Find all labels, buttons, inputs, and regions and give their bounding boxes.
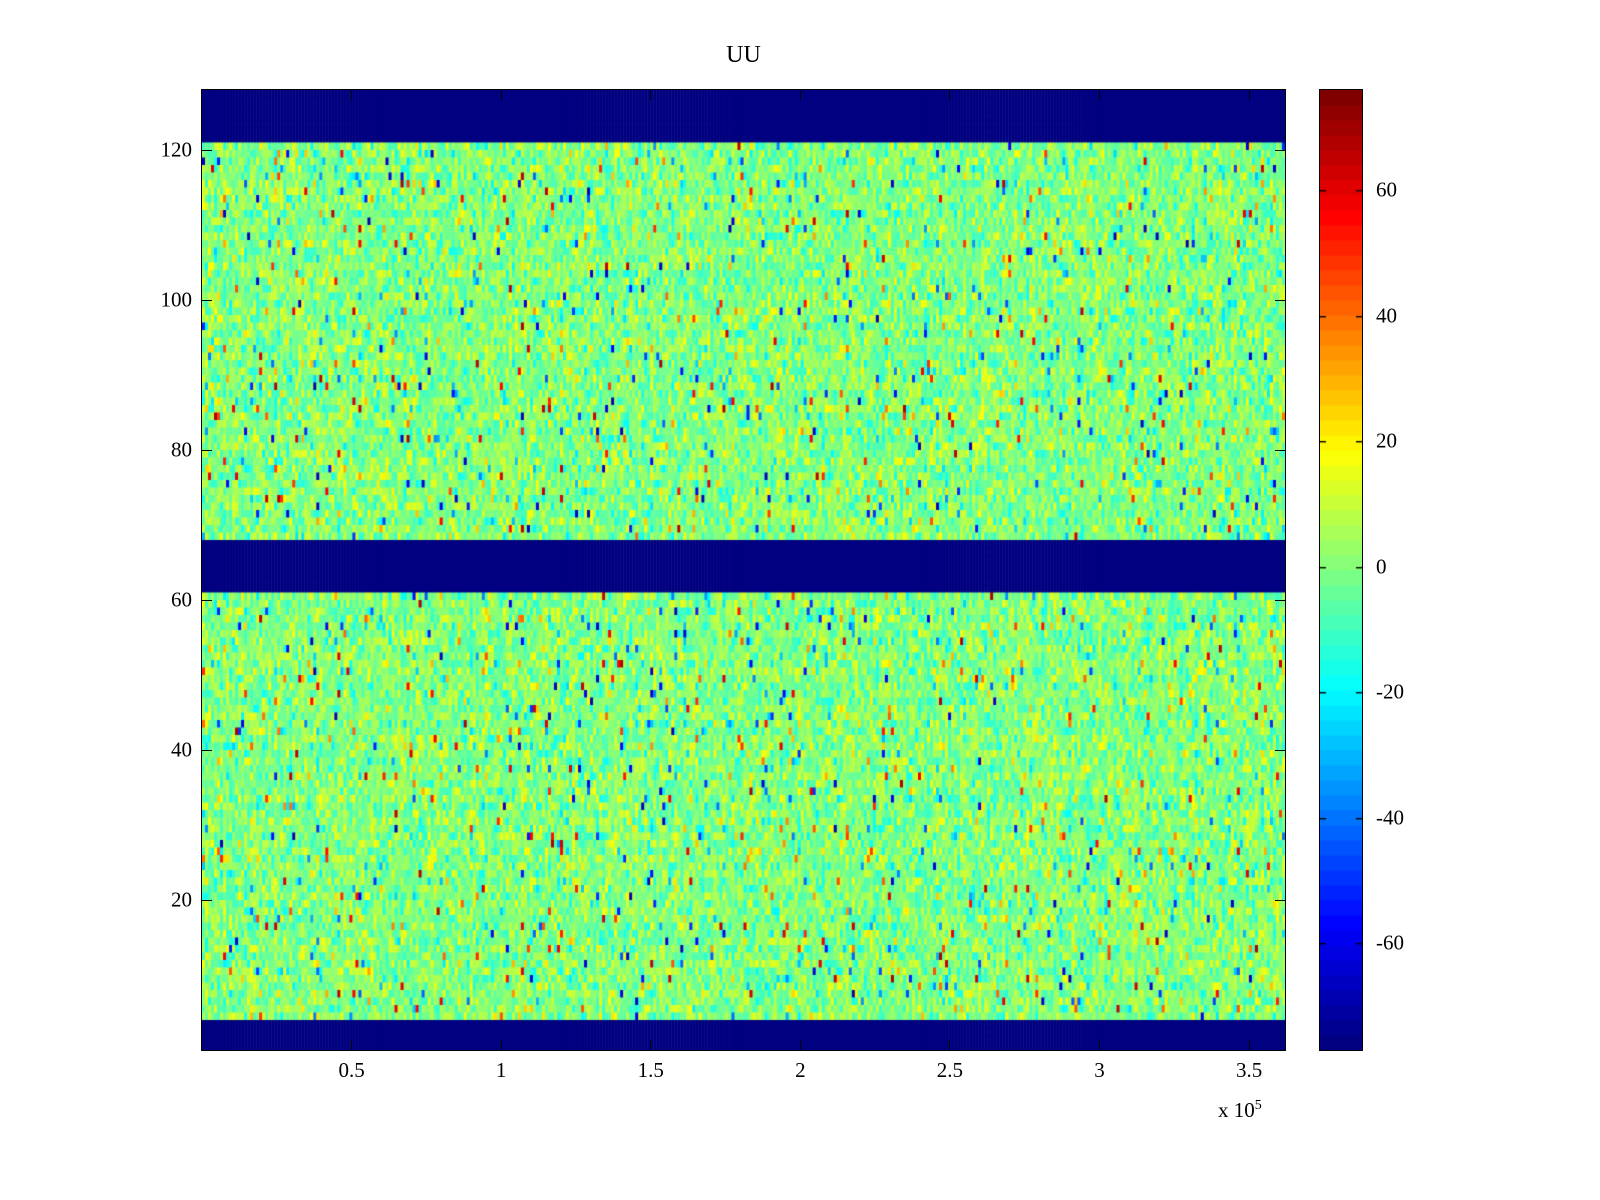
colorbar-tick-label: -40 bbox=[1376, 805, 1404, 830]
y-axis-tick bbox=[202, 149, 212, 151]
x-axis-tick bbox=[1248, 1040, 1250, 1050]
x-axis-tick-label: 2.5 bbox=[936, 1058, 964, 1082]
x-axis-tick-label: 0.5 bbox=[338, 1058, 365, 1082]
x-axis-tick bbox=[1099, 1040, 1100, 1050]
colorbar-tick-label: -20 bbox=[1376, 679, 1404, 704]
y-axis-tick bbox=[202, 899, 212, 901]
y-axis-tick-right bbox=[1275, 899, 1285, 901]
x-axis-tick-top bbox=[1248, 90, 1250, 100]
x-axis-tick-top bbox=[1099, 90, 1100, 100]
y-axis-tick bbox=[202, 299, 212, 301]
exponent-power: 5 bbox=[1254, 1098, 1262, 1113]
y-axis-tick bbox=[202, 599, 212, 601]
y-axis-tick-right bbox=[1275, 749, 1285, 751]
y-axis-tick-label: 80 bbox=[171, 437, 192, 462]
colorbar-tick-label: 40 bbox=[1376, 303, 1397, 328]
y-axis-tick-label: 60 bbox=[171, 587, 192, 612]
x-axis-tick bbox=[351, 1040, 353, 1050]
exponent-mantissa: x 10 bbox=[1218, 1098, 1255, 1122]
y-axis-tick-right bbox=[1275, 299, 1285, 301]
x-axis-tick-top bbox=[351, 90, 353, 100]
y-axis-tick-label: 20 bbox=[171, 887, 192, 912]
x-axis-tick-top bbox=[949, 90, 951, 100]
x-axis-tick bbox=[949, 1040, 951, 1050]
y-axis-tick-label: 40 bbox=[171, 737, 192, 762]
x-axis-tick bbox=[650, 1040, 652, 1050]
x-axis-tick bbox=[799, 1040, 801, 1050]
x-axis-tick-label: 1.5 bbox=[637, 1058, 664, 1082]
chart-title: UU bbox=[726, 42, 761, 68]
x-axis-tick bbox=[500, 1040, 502, 1050]
y-axis-tick bbox=[202, 749, 212, 751]
colorbar-tick-label: -60 bbox=[1376, 930, 1404, 955]
x-axis-tick-label: 1 bbox=[495, 1058, 507, 1082]
y-axis-tick-right bbox=[1275, 449, 1285, 451]
y-axis-tick bbox=[202, 449, 212, 451]
heatmap-canvas bbox=[201, 89, 1286, 1051]
colorbar-tick-label: 0 bbox=[1376, 554, 1387, 579]
y-axis-tick-label: 120 bbox=[160, 137, 193, 162]
x-axis-exponent-label: x 105 bbox=[1218, 1098, 1262, 1123]
colorbar-canvas bbox=[1319, 89, 1363, 1051]
x-axis-tick-top bbox=[500, 90, 502, 100]
colorbar-tick-label: 60 bbox=[1376, 177, 1397, 202]
x-axis-tick-label: 2 bbox=[795, 1058, 806, 1082]
y-axis-tick-label: 100 bbox=[160, 287, 193, 312]
y-axis-tick-right bbox=[1275, 599, 1285, 601]
y-axis-tick-right bbox=[1275, 149, 1285, 151]
x-axis-tick-label: 3 bbox=[1094, 1058, 1105, 1082]
colorbar-tick-label: 20 bbox=[1376, 428, 1397, 453]
x-axis-tick-top bbox=[650, 90, 652, 100]
x-axis-tick-top bbox=[799, 90, 801, 100]
x-axis-tick-label: 3.5 bbox=[1235, 1058, 1263, 1082]
